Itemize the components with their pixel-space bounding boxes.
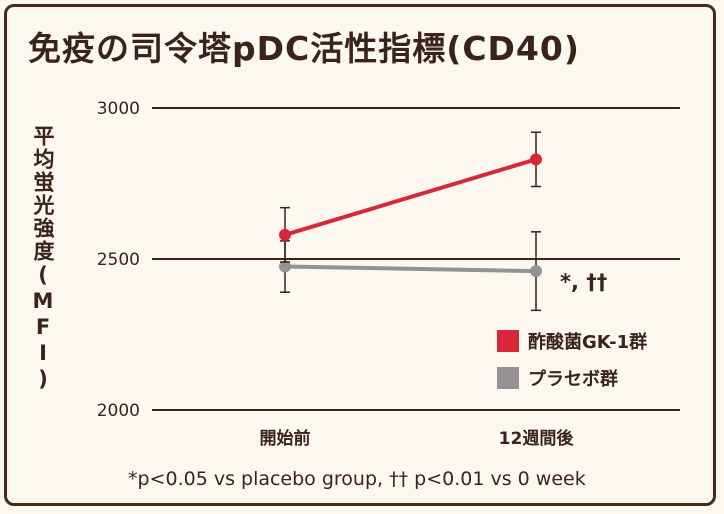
y-tick-label: 3000 xyxy=(97,99,140,119)
series-point xyxy=(530,265,542,278)
legend-label: 酢酸菌GK-1群 xyxy=(528,331,647,353)
series-point xyxy=(530,153,542,166)
series-point xyxy=(279,228,291,241)
y-axis-label-text: 平均蛍光強度(MFI) xyxy=(31,125,55,393)
legend-swatch xyxy=(497,330,519,352)
y-tick-label: 2000 xyxy=(97,401,140,421)
y-axis-label: 平均蛍光強度(MFI) xyxy=(30,125,56,393)
x-category-label: 開始前 xyxy=(260,428,311,449)
significance-annotation: *, †† xyxy=(560,270,607,294)
legend-label: プラセボ群 xyxy=(528,368,618,390)
series-line xyxy=(284,264,537,274)
series-point xyxy=(279,260,291,273)
y-tick-label: 2500 xyxy=(97,250,140,270)
chart-frame xyxy=(4,4,716,506)
series-line xyxy=(284,157,537,237)
footnote: *p<0.05 vs placebo group, †† p<0.01 vs 0… xyxy=(128,468,586,490)
legend-swatch xyxy=(497,367,519,389)
x-category-label: 12週間後 xyxy=(499,428,575,449)
chart-title: 免疫の司令塔pDC活性指標(CD40) xyxy=(28,29,580,68)
